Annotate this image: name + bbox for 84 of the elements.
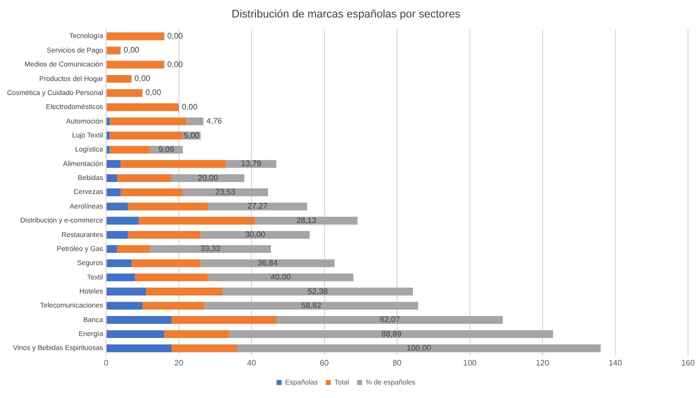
data-label: 33,33 <box>200 244 221 254</box>
x-tick-label: 60 <box>320 358 330 368</box>
bar <box>150 245 271 253</box>
data-label: 0,00 <box>182 102 198 112</box>
bar <box>106 188 121 196</box>
bar <box>106 288 146 296</box>
bar <box>106 245 118 253</box>
data-label: 0,00 <box>134 74 151 84</box>
bar <box>106 74 132 83</box>
bar <box>117 245 150 253</box>
bar <box>106 330 164 338</box>
bar <box>106 117 110 126</box>
bar <box>106 302 142 310</box>
data-label: 100,00 <box>406 344 432 353</box>
data-label: 0,00 <box>167 31 184 40</box>
data-label: 62,07 <box>380 315 400 324</box>
data-label: 88,89 <box>381 329 402 338</box>
bar <box>208 202 308 210</box>
x-tick-label: 20 <box>174 358 184 368</box>
bar <box>200 259 335 268</box>
bar <box>106 89 142 97</box>
bar <box>120 188 182 196</box>
data-label: 0,00 <box>167 60 184 69</box>
bar <box>106 259 132 268</box>
bar <box>172 344 238 352</box>
x-tick-label: 120 <box>536 358 550 368</box>
x-tick-label: 100 <box>463 358 478 368</box>
bar <box>106 160 121 168</box>
x-tick-label: 160 <box>681 358 696 368</box>
bar <box>277 316 503 324</box>
bar <box>237 344 601 352</box>
bar <box>120 160 226 168</box>
data-label: 58,82 <box>301 300 322 310</box>
bar <box>132 259 201 268</box>
bar <box>106 174 118 182</box>
data-label: 52,38 <box>308 286 328 296</box>
bar <box>186 117 204 126</box>
bar <box>117 174 172 182</box>
x-tick-label: 0 <box>104 358 109 368</box>
bar <box>106 316 172 324</box>
data-label: 23,53 <box>215 188 236 197</box>
bar <box>128 202 208 210</box>
data-label: 28,13 <box>296 216 317 225</box>
bar <box>106 216 139 225</box>
bar <box>208 273 354 282</box>
bar <box>106 132 110 140</box>
bar <box>106 344 172 352</box>
x-tick-label: 140 <box>608 358 622 368</box>
bar <box>172 316 278 324</box>
bar <box>222 288 413 296</box>
bar <box>204 302 418 310</box>
bar <box>138 216 256 225</box>
bar <box>142 302 204 310</box>
bar <box>110 146 150 154</box>
bar <box>230 330 554 338</box>
data-label: 0,00 <box>145 88 162 98</box>
bar <box>106 273 136 282</box>
data-label: 40,00 <box>270 272 292 282</box>
bar <box>106 202 128 210</box>
x-tick-label: 40 <box>247 358 257 368</box>
chart-title: Distribución de marcas españolas por sectores <box>232 8 461 21</box>
bar <box>146 288 222 296</box>
bar <box>164 330 230 338</box>
data-label: 20,00 <box>198 173 218 182</box>
bar <box>135 273 208 282</box>
data-label: 4,76 <box>206 116 223 126</box>
bar <box>110 117 186 126</box>
bar <box>106 46 121 54</box>
data-label: 30,00 <box>245 230 266 240</box>
data-label: 9,09 <box>158 144 175 154</box>
data-label: 36,84 <box>258 258 278 268</box>
bar <box>106 230 128 239</box>
bar <box>128 230 201 239</box>
bar <box>172 174 244 182</box>
bar <box>110 132 182 140</box>
data-label: 27,27 <box>248 202 268 211</box>
bar <box>106 60 164 69</box>
bar <box>106 32 164 40</box>
bar <box>106 103 179 112</box>
data-label: 0,00 <box>124 46 140 55</box>
x-tick-label: 80 <box>392 358 402 368</box>
data-label: 13,79 <box>241 159 262 168</box>
bar <box>106 146 110 154</box>
data-label: 5,00 <box>184 130 200 140</box>
